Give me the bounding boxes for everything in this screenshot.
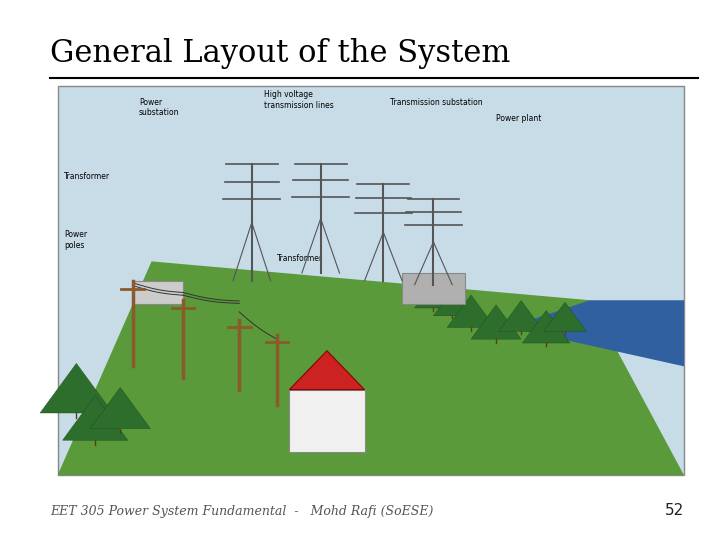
Bar: [402, 273, 465, 304]
Polygon shape: [523, 310, 570, 343]
Text: Transmission substation: Transmission substation: [390, 98, 482, 107]
Text: Transformer: Transformer: [277, 254, 323, 262]
Text: EET 305 Power System Fundamental  -   Mohd Rafi (SoESE): EET 305 Power System Fundamental - Mohd …: [50, 505, 433, 518]
Bar: [289, 390, 364, 452]
Polygon shape: [289, 351, 364, 390]
Polygon shape: [90, 388, 150, 429]
Polygon shape: [58, 261, 684, 475]
Polygon shape: [63, 396, 127, 440]
Text: Transformer: Transformer: [64, 172, 110, 181]
Polygon shape: [433, 290, 471, 316]
Polygon shape: [40, 363, 113, 413]
Text: Power
poles: Power poles: [64, 230, 87, 249]
Text: General Layout of the System: General Layout of the System: [50, 38, 510, 69]
Polygon shape: [447, 295, 495, 327]
Text: High voltage
transmission lines: High voltage transmission lines: [264, 90, 334, 110]
Text: Power
substation: Power substation: [139, 98, 179, 118]
Text: 52: 52: [665, 503, 684, 518]
Polygon shape: [508, 300, 684, 366]
Polygon shape: [544, 302, 586, 332]
Bar: [132, 281, 183, 304]
FancyBboxPatch shape: [58, 86, 684, 475]
Polygon shape: [498, 301, 544, 332]
Text: Power plant: Power plant: [496, 113, 541, 123]
Polygon shape: [471, 305, 521, 339]
Polygon shape: [415, 282, 452, 308]
